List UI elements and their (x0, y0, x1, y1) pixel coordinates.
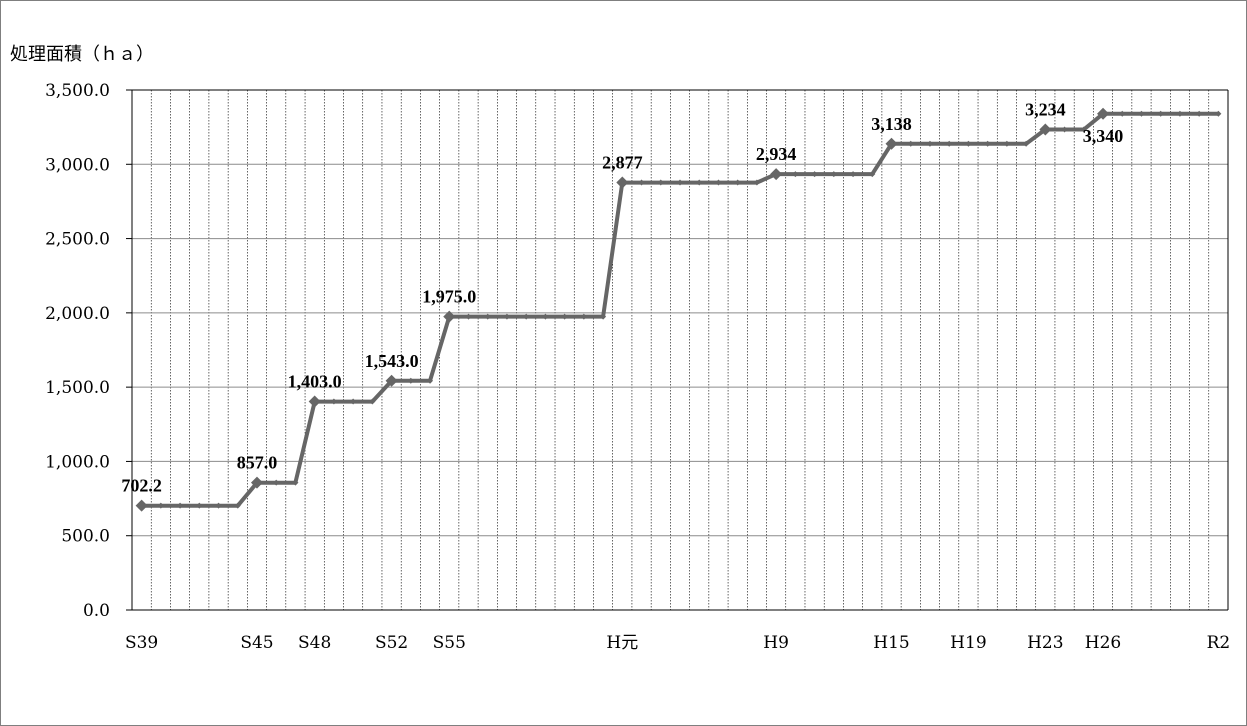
data-point-marker (234, 502, 241, 509)
data-point-marker (580, 313, 587, 320)
series-markers (135, 107, 1222, 512)
data-point-marker (657, 179, 664, 186)
data-point-marker (1080, 126, 1087, 133)
data-point-marker (1215, 110, 1222, 117)
data-point-marker (984, 140, 991, 147)
x-tick-label: H9 (763, 633, 789, 653)
data-point-marker (907, 140, 914, 147)
data-point-marker (369, 398, 376, 405)
y-tick-label: 500.0 (61, 527, 110, 547)
x-tick-label: H26 (1085, 633, 1121, 653)
series-line-path (141, 111, 1219, 508)
data-point-marker (715, 179, 722, 186)
data-point-marker (850, 171, 857, 178)
data-point-marker (1119, 110, 1126, 117)
data-point-marker (330, 398, 337, 405)
data-point-marker (135, 499, 148, 512)
data-point-marker (308, 395, 321, 408)
data-label: 3,234 (1025, 100, 1066, 120)
data-point-marker (1023, 140, 1030, 147)
x-tick-label: S55 (433, 633, 466, 653)
y-tick-label: 0.0 (83, 601, 110, 621)
x-tick-label: H15 (873, 633, 909, 653)
data-point-marker (407, 377, 414, 384)
data-point-marker (965, 140, 972, 147)
series-line (141, 111, 1219, 508)
data-label: 2,934 (756, 144, 797, 164)
data-point-marker (273, 479, 280, 486)
data-point-marker (427, 377, 434, 384)
vertical-gridlines (150, 90, 1210, 610)
data-label: 3,138 (871, 114, 912, 134)
data-point-marker (177, 502, 184, 509)
data-point-marker (1061, 126, 1068, 133)
data-point-marker (770, 168, 783, 181)
x-tick-label: S45 (240, 633, 273, 653)
data-point-marker (443, 310, 456, 323)
data-point-marker (753, 179, 760, 186)
data-point-marker (600, 313, 607, 320)
data-point-marker (792, 171, 799, 178)
data-label: 702.2 (121, 476, 162, 496)
data-point-marker (542, 313, 549, 320)
y-tick-label: 2,000.0 (45, 304, 110, 324)
data-point-marker (1176, 110, 1183, 117)
data-point-marker (696, 179, 703, 186)
y-tick-label: 1,500.0 (45, 378, 110, 398)
y-tick-labels: 0.0 500.0 1,000.0 1,500.0 2,000.0 2,500.0 3,00… (45, 81, 110, 621)
data-point-marker (196, 502, 203, 509)
y-tick-label: 3,500.0 (45, 81, 110, 101)
y-axis-title: 処理面積（ｈａ） (10, 44, 154, 65)
data-label: 857.0 (237, 453, 278, 473)
data-point-marker (561, 313, 568, 320)
data-point-marker (385, 374, 398, 387)
data-point-marker (1097, 107, 1110, 120)
data-point-marker (1196, 110, 1203, 117)
data-point-marker (215, 502, 222, 509)
y-tick-label: 1,000.0 (45, 452, 110, 472)
x-tick-label: S52 (375, 633, 408, 653)
horizontal-gridlines (132, 89, 1228, 537)
data-label: 1,403.0 (288, 372, 342, 392)
y-tick-label: 3,000.0 (45, 155, 110, 175)
data-point-marker (157, 502, 164, 509)
data-point-marker (292, 479, 299, 486)
data-point-marker (465, 313, 472, 320)
data-point-marker (250, 476, 263, 489)
axes (126, 89, 1229, 611)
data-point-marker (616, 176, 629, 189)
data-label: 1,543.0 (365, 351, 419, 371)
data-point-marker (946, 140, 953, 147)
x-tick-label: S39 (125, 633, 158, 653)
data-point-marker (484, 313, 491, 320)
data-point-marker (503, 313, 510, 320)
data-point-marker (830, 171, 837, 178)
x-tick-label: R2 (1207, 633, 1231, 653)
data-point-marker (869, 171, 876, 178)
data-point-marker (811, 171, 818, 178)
data-label: 3,340 (1083, 126, 1124, 146)
x-tick-labels: S39 S45 S48 S52 S55 H元 H9 H15 H19 H23 H26 R2 (125, 633, 1230, 653)
data-label: 1,975.0 (422, 287, 476, 307)
data-point-marker (638, 179, 645, 186)
data-point-marker (885, 137, 898, 150)
data-point-marker (523, 313, 530, 320)
data-point-marker (1039, 123, 1052, 136)
data-point-marker (926, 140, 933, 147)
data-point-marker (1138, 110, 1145, 117)
data-point-marker (1157, 110, 1164, 117)
data-point-marker (1003, 140, 1010, 147)
data-point-marker (350, 398, 357, 405)
x-tick-label: H23 (1027, 633, 1063, 653)
x-tick-label: S48 (298, 633, 331, 653)
y-tick-label: 2,500.0 (45, 230, 110, 250)
x-tick-label: H19 (950, 633, 986, 653)
data-point-marker (734, 179, 741, 186)
data-label: 2,877 (602, 153, 643, 173)
data-labels: 702.2 857.0 1,403.0 1,543.0 1,975.0 2,877 2,93… (121, 100, 1123, 496)
x-tick-label: H元 (606, 633, 638, 653)
data-point-marker (677, 179, 683, 186)
